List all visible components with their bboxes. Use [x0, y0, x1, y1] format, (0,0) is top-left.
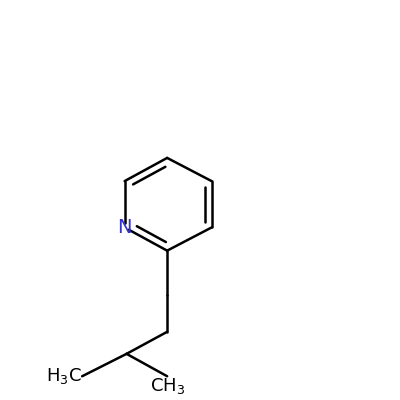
Text: CH$_3$: CH$_3$	[150, 376, 185, 396]
Text: N: N	[117, 218, 132, 237]
Text: H$_3$C: H$_3$C	[46, 366, 82, 386]
